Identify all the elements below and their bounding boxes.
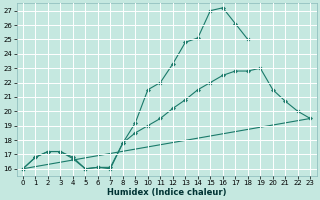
- X-axis label: Humidex (Indice chaleur): Humidex (Indice chaleur): [107, 188, 226, 197]
